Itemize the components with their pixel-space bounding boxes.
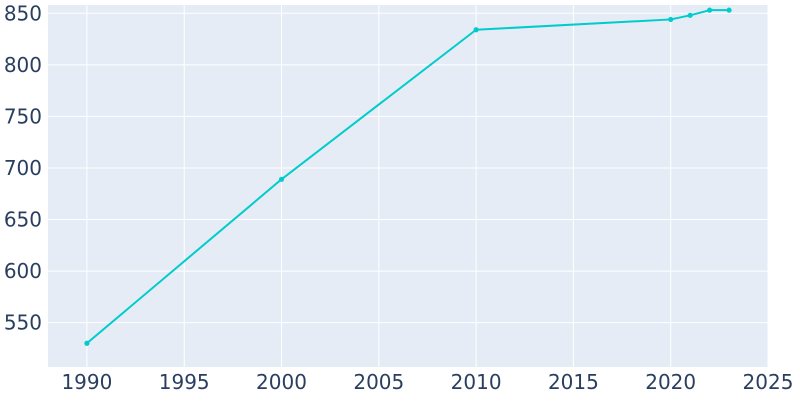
x-tick-label: 2015: [548, 370, 599, 394]
data-point: [278, 176, 285, 182]
y-gridlines: [48, 12, 768, 324]
data-point: [473, 27, 479, 33]
data-point: [84, 340, 90, 346]
y-tick-labels: 550 600 650 700 750 800 850: [4, 1, 42, 334]
series-layer: [84, 7, 732, 346]
x-gridlines: [86, 5, 769, 367]
plot-area: [48, 5, 768, 367]
x-tick-label: 2025: [743, 370, 794, 394]
data-point: [687, 12, 693, 18]
x-tick-label: 1990: [61, 370, 112, 394]
y-tick-label: 600: [4, 259, 42, 283]
data-point: [707, 7, 713, 13]
x-tick-label: 2020: [645, 370, 696, 394]
x-tick-labels: 1990 1995 2000 2005 2010 2015 2020 2025: [61, 370, 793, 394]
y-tick-label: 750: [4, 104, 42, 128]
y-tick-label: 700: [4, 156, 42, 180]
x-tick-label: 1995: [159, 370, 210, 394]
x-tick-label: 2010: [451, 370, 502, 394]
x-tick-label: 2005: [353, 370, 404, 394]
y-tick-label: 550: [4, 311, 42, 335]
x-tick-label: 2000: [256, 370, 307, 394]
data-point: [668, 16, 674, 23]
y-tick-label: 800: [4, 53, 42, 77]
y-tick-label: 850: [4, 1, 42, 25]
data-point: [726, 7, 732, 13]
y-tick-label: 650: [4, 208, 42, 232]
